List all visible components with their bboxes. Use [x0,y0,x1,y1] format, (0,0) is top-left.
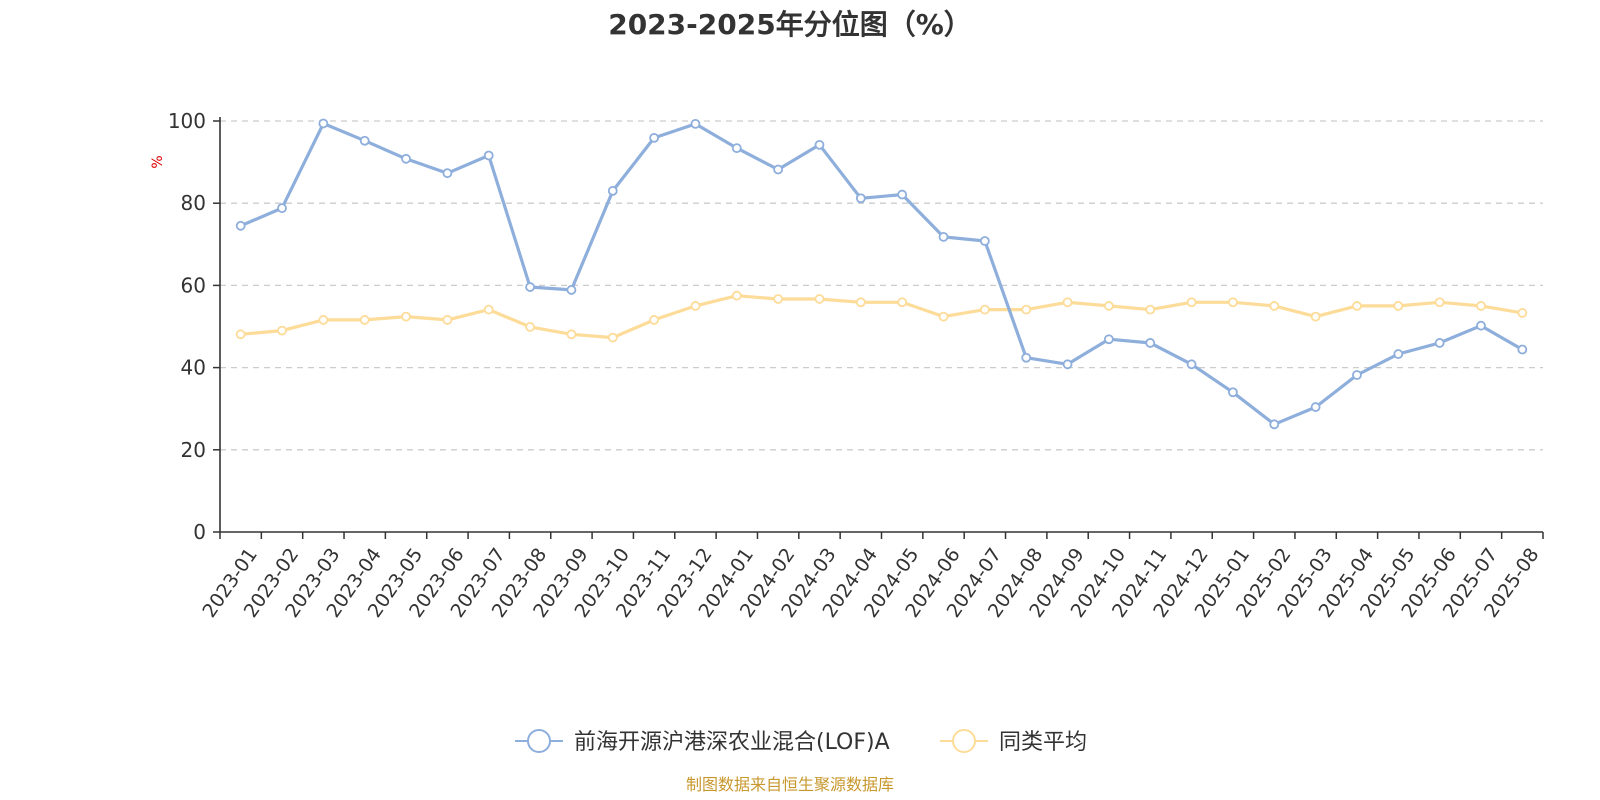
data-point[interactable] [442,168,453,179]
data-point[interactable] [607,332,618,343]
data-point[interactable] [1062,359,1073,370]
data-point[interactable] [979,304,990,315]
data-point[interactable] [235,220,246,231]
data-point[interactable] [607,185,618,196]
data-point[interactable] [938,232,949,242]
data-point[interactable] [318,118,329,129]
data-point[interactable] [690,118,701,129]
legend-label: 同类平均 [999,730,1087,755]
data-point[interactable] [1310,311,1321,322]
series-line [240,294,1523,340]
data-point[interactable] [1021,352,1032,363]
data-point[interactable] [855,297,866,308]
series-category-average [235,290,1528,343]
data-point[interactable] [814,139,825,150]
data-point[interactable] [731,143,742,154]
chart-title: 2023-2025年分位图（%） [608,8,972,41]
data-point[interactable] [359,135,370,146]
data-point[interactable] [814,294,825,304]
data-point[interactable] [1352,370,1362,380]
data-point[interactable] [277,325,287,336]
y-tick-label: 0 [193,520,206,544]
data-point[interactable] [401,153,411,164]
data-point[interactable] [401,311,411,322]
data-point[interactable] [1517,344,1528,355]
data-point[interactable] [773,294,784,304]
data-point[interactable] [897,189,908,200]
y-tick-label: 80 [181,191,206,215]
data-point[interactable] [690,301,701,311]
legend-item[interactable]: 前海开源沪港深农业混合(LOF)A [515,729,890,755]
data-point[interactable] [1269,419,1280,430]
legend-item[interactable]: 同类平均 [940,729,1087,755]
data-point[interactable] [1062,297,1073,308]
data-point[interactable] [277,203,287,214]
data-point[interactable] [1103,334,1114,345]
data-point[interactable] [897,297,908,308]
y-tick-label: 40 [181,356,206,380]
data-point[interactable] [649,132,660,143]
data-point[interactable] [1393,349,1404,359]
data-source-note: 制图数据来自恒生聚源数据库 [686,775,894,794]
series-layer [235,118,1528,430]
data-point[interactable] [979,236,990,246]
data-point[interactable] [566,329,577,340]
data-point[interactable] [1228,387,1238,398]
data-point[interactable] [1103,301,1114,311]
data-point[interactable] [1145,304,1156,315]
data-point[interactable] [1434,297,1445,308]
legend[interactable]: 前海开源沪港深农业混合(LOF)A 同类平均 [515,729,1087,755]
y-axis-ticks: 0 20 40 60 80 100 [168,109,220,544]
legend-marker [952,729,976,753]
data-point[interactable] [483,304,494,315]
axes [219,117,1543,533]
data-point[interactable] [1145,338,1156,348]
series-line [240,121,1524,426]
y-tick-label: 20 [181,438,206,462]
grid-lines [220,120,1543,451]
data-point[interactable] [442,315,453,325]
data-point[interactable] [1310,402,1321,412]
data-point[interactable] [1228,297,1238,308]
x-axis-ticks: 2023-012023-022023-032023-042023-052023-… [198,532,1544,622]
data-point[interactable] [855,193,866,204]
data-point[interactable] [1186,297,1197,308]
data-point[interactable] [525,282,535,292]
data-point[interactable] [649,315,660,325]
data-point[interactable] [1021,304,1032,315]
legend-label: 前海开源沪港深农业混合(LOF)A [574,730,890,755]
data-point[interactable] [938,311,949,322]
series-fund [235,118,1528,430]
data-point[interactable] [1186,359,1197,370]
legend-marker [527,729,551,753]
y-axis-unit: % [150,155,166,168]
data-point[interactable] [1434,338,1445,348]
y-tick-label: 60 [181,273,206,297]
data-point[interactable] [483,150,494,161]
data-point[interactable] [773,164,784,175]
data-point[interactable] [318,315,329,325]
data-point[interactable] [731,290,742,301]
y-tick-label: 100 [168,109,206,133]
data-point[interactable] [1352,301,1362,311]
data-point[interactable] [525,322,535,332]
data-point[interactable] [1269,301,1280,311]
data-point[interactable] [359,315,370,325]
data-point[interactable] [1476,301,1486,311]
data-point[interactable] [1393,301,1404,311]
data-point[interactable] [566,285,577,295]
data-point[interactable] [1476,320,1486,331]
data-point[interactable] [1517,308,1528,318]
data-point[interactable] [235,329,246,340]
